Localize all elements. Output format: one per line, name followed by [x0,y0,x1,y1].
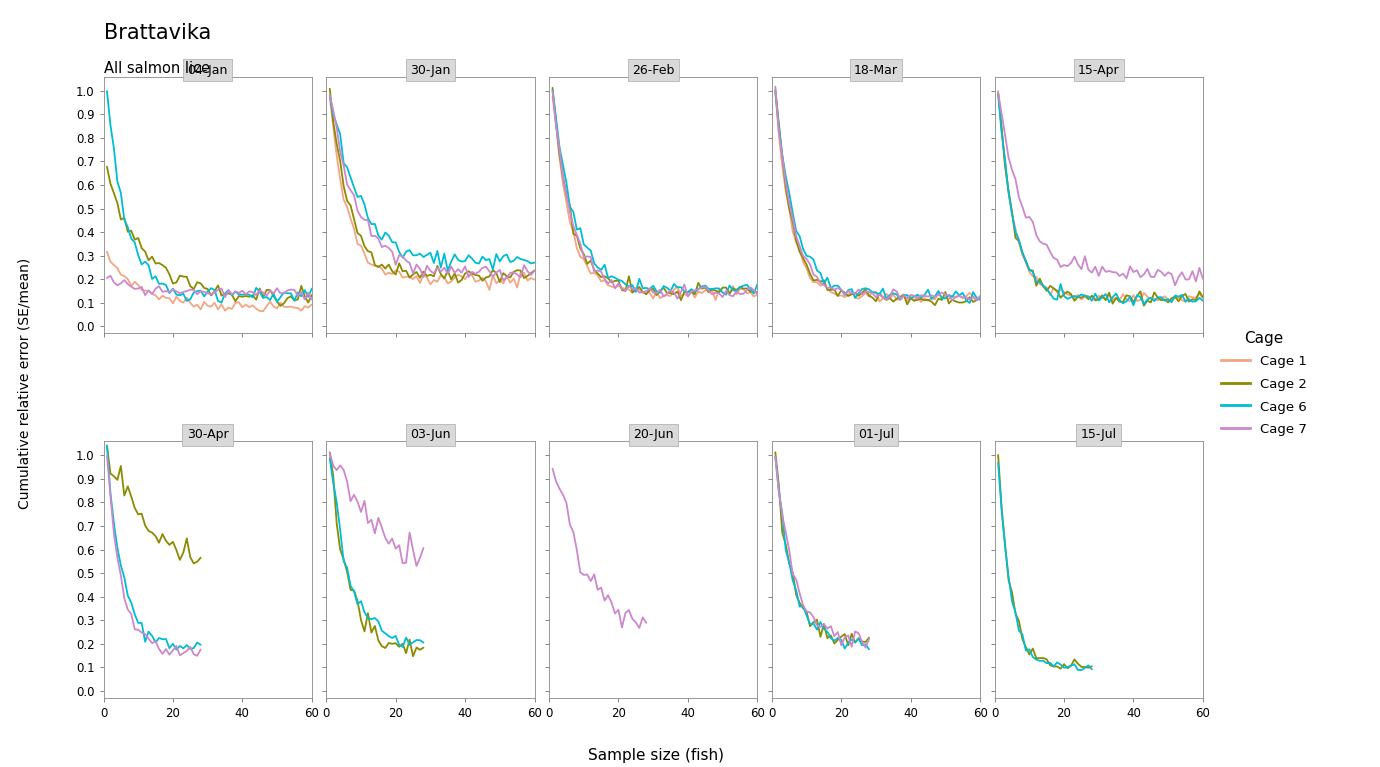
Text: Sample size (fish): Sample size (fish) [588,748,723,763]
Text: 15-Jul: 15-Jul [1081,428,1116,441]
Text: 26-Feb: 26-Feb [632,64,675,77]
Text: 03-Jun: 03-Jun [410,428,451,441]
Text: 20-Jun: 20-Jun [633,428,673,441]
Text: All salmon lice: All salmon lice [104,61,210,77]
Text: 04-Jan: 04-Jan [188,64,228,77]
Text: 01-Jul: 01-Jul [858,428,894,441]
Text: 18-Mar: 18-Mar [854,64,898,77]
Legend: Cage 1, Cage 2, Cage 6, Cage 7: Cage 1, Cage 2, Cage 6, Cage 7 [1214,324,1314,443]
Text: 30-Jan: 30-Jan [410,64,451,77]
Text: Cumulative relative error (SE/mean): Cumulative relative error (SE/mean) [18,258,32,509]
Text: 30-Apr: 30-Apr [186,428,229,441]
Text: Brattavika: Brattavika [104,23,211,43]
Text: 15-Apr: 15-Apr [1078,64,1119,77]
